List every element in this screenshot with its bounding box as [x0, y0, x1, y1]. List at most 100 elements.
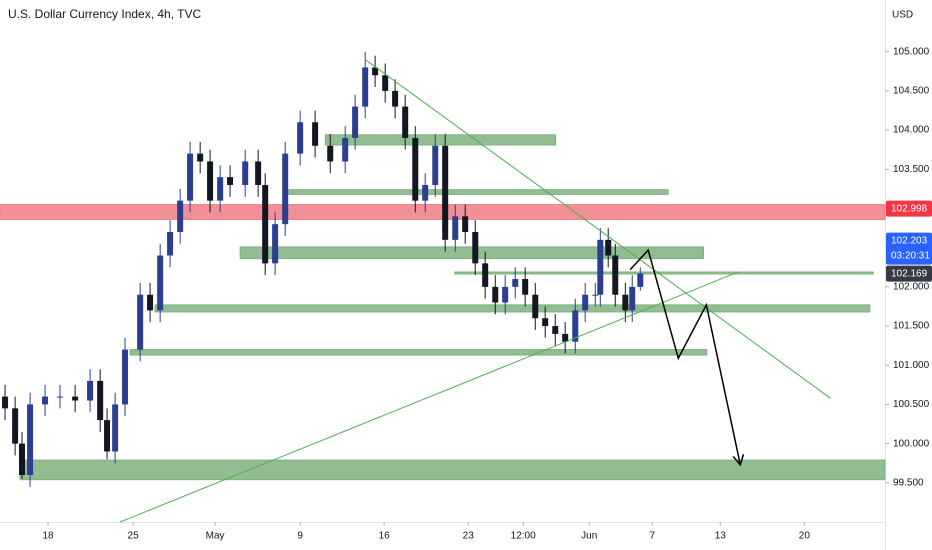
- x-tick-label: 9: [297, 531, 303, 542]
- candle-body: [12, 408, 19, 444]
- y-axis-label: USD: [892, 10, 913, 21]
- x-tick-label: 12:00: [511, 531, 536, 542]
- chart-title: U.S. Dollar Currency Index, 4h, TVC: [8, 7, 202, 21]
- candle-body: [147, 294, 154, 311]
- candle-body: [272, 224, 279, 264]
- y-tick-label: 102.000: [893, 282, 930, 293]
- candle-body: [217, 177, 224, 201]
- candle-body: [512, 279, 519, 287]
- price-label-box: [886, 232, 932, 265]
- candle-body: [167, 232, 174, 256]
- candle-body: [572, 310, 579, 342]
- candle-body: [27, 404, 34, 475]
- candle-body: [472, 232, 479, 264]
- candle-body: [187, 153, 194, 201]
- candle-body: [255, 161, 262, 185]
- x-tick-label: 16: [379, 531, 391, 542]
- candle-body: [412, 137, 419, 201]
- candle-body: [562, 333, 569, 342]
- price-label-box: [886, 200, 932, 217]
- candle-body: [207, 161, 214, 201]
- candle-body: [137, 294, 144, 350]
- zone: [284, 189, 669, 195]
- candle-body: [227, 177, 234, 185]
- candle-body: [72, 396, 79, 401]
- candle-body: [622, 294, 629, 311]
- candle-body: [402, 106, 409, 138]
- candle-body: [542, 318, 549, 327]
- zone: [129, 349, 708, 356]
- candle-body: [2, 396, 9, 409]
- candle-body: [532, 294, 539, 319]
- y-tick-label: 104.000: [893, 125, 930, 136]
- candle-body: [422, 184, 429, 201]
- y-tick-label: 105.000: [893, 46, 930, 57]
- candle-body: [597, 239, 604, 295]
- x-tick-label: May: [206, 531, 225, 542]
- candle-body: [362, 67, 369, 107]
- candle-body: [612, 255, 619, 295]
- projection-path: [629, 248, 742, 465]
- candle-body: [97, 380, 104, 421]
- candle-body: [372, 67, 379, 76]
- price-label-box: [886, 265, 932, 282]
- candle-body: [87, 380, 94, 401]
- x-tick-label: 23: [463, 531, 475, 542]
- x-tick-label: 20: [799, 531, 811, 542]
- price-label: 102.203: [891, 235, 928, 246]
- candle-body: [462, 216, 469, 232]
- zone: [239, 246, 704, 260]
- price-label: 102.998: [891, 203, 928, 214]
- y-tick-label: 101.500: [893, 321, 930, 332]
- candle-body: [352, 106, 359, 138]
- trend-line: [119, 271, 739, 523]
- y-tick-label: 100.500: [893, 399, 930, 410]
- candle-body: [582, 294, 589, 311]
- candle-body: [312, 122, 319, 146]
- candle-body: [442, 145, 449, 240]
- candle-body: [392, 90, 399, 107]
- candle-body: [637, 273, 644, 287]
- y-tick-label: 100.000: [893, 438, 930, 449]
- candle-body: [197, 153, 204, 162]
- y-tick-label: 101.000: [893, 360, 930, 371]
- zone: [324, 134, 557, 146]
- x-tick-label: 7: [649, 531, 655, 542]
- zone: [19, 459, 886, 481]
- candle-body: [42, 396, 49, 405]
- candle-body: [452, 216, 459, 240]
- candle-body: [327, 145, 334, 162]
- candle-body: [112, 404, 119, 452]
- candle-body: [552, 326, 559, 334]
- candle-body: [177, 200, 184, 232]
- candle-body: [157, 255, 164, 311]
- zone: [154, 304, 871, 313]
- candle-body: [297, 122, 304, 154]
- candle-body: [492, 286, 499, 303]
- candle-body: [122, 349, 129, 405]
- candle-body: [592, 294, 599, 296]
- candle-body: [104, 420, 111, 452]
- candle-body: [342, 137, 349, 162]
- candle-body: [482, 263, 489, 287]
- y-tick-label: 104.500: [893, 86, 930, 97]
- price-label: 102.169: [891, 268, 928, 279]
- x-tick-label: Jun: [581, 531, 597, 542]
- candle-body: [432, 145, 439, 185]
- x-tick-label: 25: [128, 531, 140, 542]
- candle-body: [605, 239, 612, 256]
- candle-body: [629, 286, 636, 311]
- y-tick-label: 99.500: [893, 477, 924, 488]
- x-tick-label: 13: [715, 531, 727, 542]
- countdown: 03:20:31: [891, 250, 930, 261]
- candle-body: [502, 286, 509, 303]
- y-tick-label: 103.500: [893, 164, 930, 175]
- zone: [454, 271, 874, 275]
- x-tick-label: 18: [43, 531, 55, 542]
- candle-body: [522, 279, 529, 295]
- trend-line: [364, 59, 831, 399]
- arrow-head: [732, 454, 745, 467]
- candle-body: [382, 75, 389, 91]
